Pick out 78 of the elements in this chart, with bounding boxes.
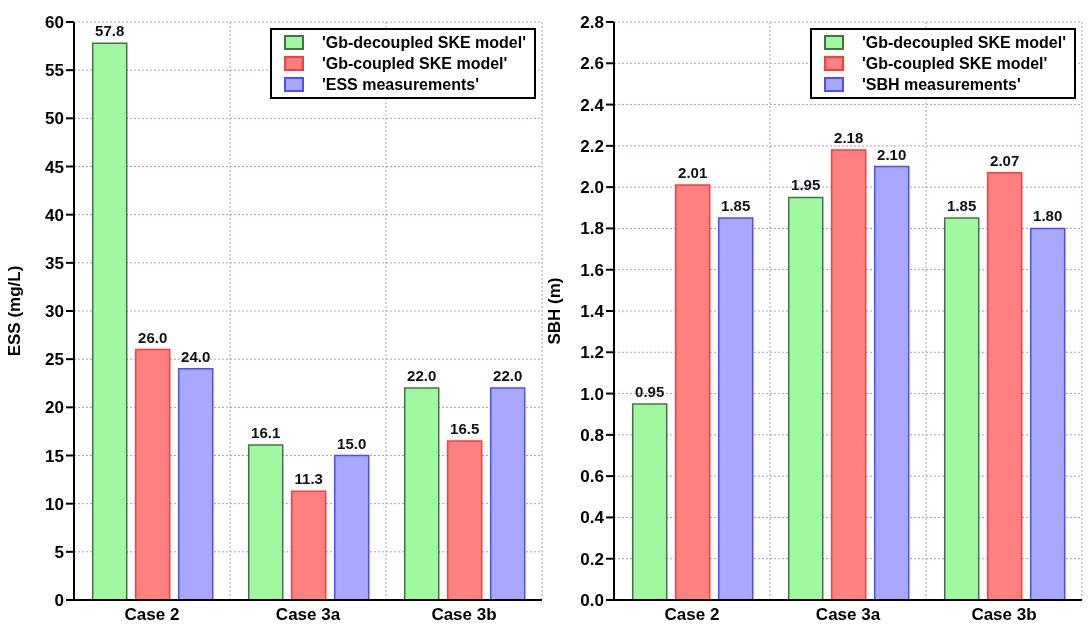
data-label: 2.07 <box>990 151 1020 169</box>
legend-label: 'SBH measurements' <box>861 75 1021 94</box>
bar <box>247 444 284 600</box>
data-label: 1.85 <box>721 197 751 215</box>
data-label: 1.95 <box>791 176 821 194</box>
y-axis-title: ESS (mg/L) <box>5 265 25 357</box>
data-label: 2.18 <box>834 128 864 146</box>
y-tick-label: 50 <box>45 109 64 129</box>
y-tick-label: 1.6 <box>580 260 604 280</box>
data-label: 15.0 <box>337 434 367 452</box>
y-tick-label: 20 <box>45 398 64 418</box>
y-tick-label: 0.0 <box>580 591 604 611</box>
y-tick-label: 2.6 <box>580 54 604 74</box>
y-tick-label: 1.4 <box>580 302 605 322</box>
y-tick-label: 2.2 <box>580 136 604 156</box>
legend-label: 'Gb-decoupled SKE model' <box>861 33 1066 52</box>
y-tick-label: 25 <box>45 350 64 370</box>
bar <box>290 490 327 600</box>
x-tick-label: Case 2 <box>664 605 720 625</box>
y-tick-label: 1.0 <box>580 384 604 404</box>
x-tick-label: Case 3b <box>431 605 497 625</box>
bar <box>177 368 214 600</box>
bar <box>787 196 824 600</box>
y-tick-label: 2.0 <box>580 178 604 198</box>
bar <box>91 42 128 600</box>
legend-label: 'Gb-coupled SKE model' <box>861 54 1048 73</box>
bar <box>830 149 867 600</box>
data-label: 57.8 <box>95 22 125 40</box>
y-tick-label: 0.4 <box>580 508 605 528</box>
bar <box>986 171 1023 600</box>
data-label: 11.3 <box>294 470 323 488</box>
x-tick-label: Case 3a <box>275 605 341 625</box>
y-tick-label: 40 <box>45 205 64 225</box>
x-tick-label: Case 2 <box>124 605 180 625</box>
y-tick-label: 2.8 <box>580 13 604 33</box>
y-tick-label: 5 <box>54 542 64 562</box>
data-label: 22.0 <box>407 367 437 385</box>
x-tick-label: Case 3b <box>971 605 1037 625</box>
bar <box>134 348 171 600</box>
y-axis-title: SBH (m) <box>545 277 565 345</box>
bar <box>489 387 526 600</box>
y-tick-label: 30 <box>45 302 64 322</box>
bar <box>1029 227 1066 600</box>
y-tick-label: 1.8 <box>580 219 604 239</box>
data-label: 22.0 <box>493 367 523 385</box>
data-label: 2.01 <box>678 164 708 182</box>
bar <box>674 184 711 600</box>
x-tick-label: Case 3a <box>815 605 881 625</box>
y-tick-label: 60 <box>45 13 64 33</box>
y-tick-label: 0.2 <box>580 549 604 569</box>
legend-label: 'ESS measurements' <box>321 75 479 94</box>
data-label: 16.1 <box>251 423 281 441</box>
y-tick-label: 10 <box>45 494 64 514</box>
y-tick-label: 15 <box>45 446 64 466</box>
data-label: 1.80 <box>1033 207 1063 225</box>
y-tick-label: 55 <box>45 61 64 81</box>
data-label: 2.10 <box>877 145 907 163</box>
bar <box>717 217 754 600</box>
y-tick-label: 0.8 <box>580 425 604 445</box>
y-tick-label: 45 <box>45 157 64 177</box>
bar <box>631 403 668 600</box>
bar <box>873 165 910 600</box>
data-label: 16.5 <box>450 420 480 438</box>
y-tick-label: 0.6 <box>580 467 604 487</box>
bar <box>333 454 370 600</box>
data-label: 26.0 <box>138 328 168 346</box>
bar <box>403 387 440 600</box>
data-label: 0.95 <box>635 382 665 400</box>
data-label: 1.85 <box>947 197 977 215</box>
y-tick-label: 0 <box>54 591 64 611</box>
bar <box>446 440 483 600</box>
legend-label: 'Gb-decoupled SKE model' <box>321 33 526 52</box>
legend-label: 'Gb-coupled SKE model' <box>321 54 508 73</box>
y-tick-label: 2.4 <box>580 95 605 115</box>
y-tick-label: 1.2 <box>580 343 604 363</box>
data-label: 24.0 <box>181 347 211 365</box>
bar <box>943 217 980 600</box>
y-tick-label: 35 <box>45 253 64 273</box>
